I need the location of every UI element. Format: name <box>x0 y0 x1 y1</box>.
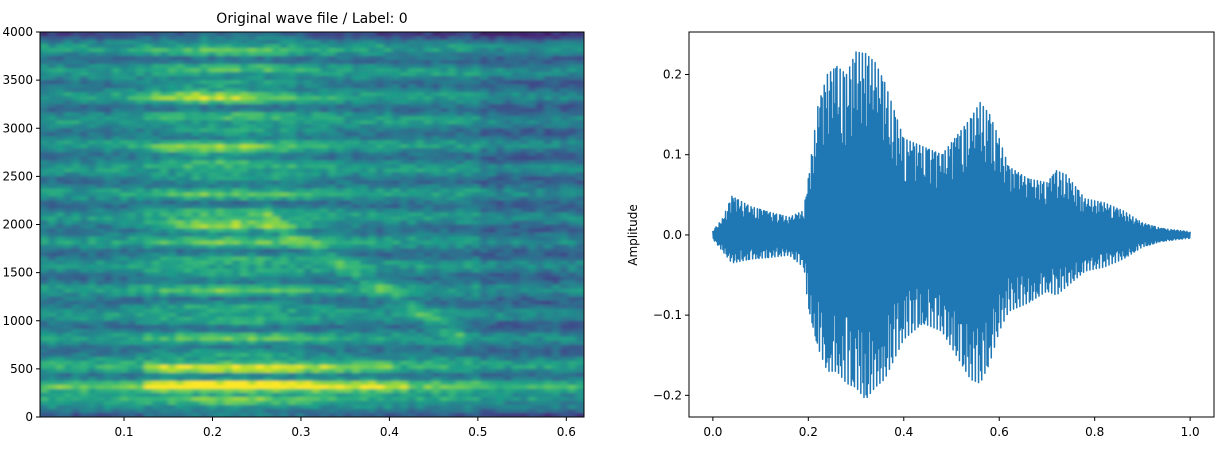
x-tick-label: 0.2 <box>799 425 818 439</box>
waveform-frame <box>688 31 1215 418</box>
y-tick-label: 0.2 <box>663 68 682 82</box>
x-tick-label: 0.4 <box>380 425 399 439</box>
spectrogram-axes: Original wave file / Label: 0 0 500 1000 15… <box>2 11 585 439</box>
y-tick-label: 3500 <box>2 73 33 87</box>
spectrogram-x-axis: 0.1 0.2 0.3 0.4 0.5 0.6 <box>114 417 576 439</box>
y-tick-label: 0.1 <box>663 148 682 162</box>
x-tick-label: 0.8 <box>1085 425 1104 439</box>
waveform-line <box>712 51 1191 399</box>
y-tick-label: 4000 <box>2 25 33 39</box>
spectrogram-y-axis: 0 500 1000 1500 2000 2500 3000 3500 4000 <box>2 25 40 424</box>
y-tick-label: 1500 <box>2 266 33 280</box>
waveform-x-axis: 0.0 0.2 0.4 0.6 0.8 1.0 <box>703 417 1200 439</box>
y-tick-label: 1000 <box>2 314 33 328</box>
y-tick-label: −0.2 <box>653 388 682 402</box>
waveform-y-label: Amplitude <box>626 204 640 266</box>
x-tick-label: 0.3 <box>291 425 310 439</box>
x-tick-label: 0.6 <box>990 425 1009 439</box>
x-tick-label: 0.0 <box>703 425 722 439</box>
y-tick-label: 2500 <box>2 169 33 183</box>
y-tick-label: 2000 <box>2 218 33 232</box>
waveform-axes: −0.2 −0.1 0.0 0.1 0.2 0.0 0.2 0.4 0.6 0.8 1.0 Amp… <box>626 31 1215 439</box>
y-tick-label: 500 <box>10 362 33 376</box>
x-tick-label: 1.0 <box>1181 425 1200 439</box>
y-tick-label: 0 <box>25 410 33 424</box>
spectrogram-title: Original wave file / Label: 0 <box>216 11 407 27</box>
y-tick-label: 0.0 <box>663 228 682 242</box>
x-tick-label: 0.6 <box>557 425 576 439</box>
x-tick-label: 0.4 <box>894 425 913 439</box>
y-tick-label: −0.1 <box>653 308 682 322</box>
x-tick-label: 0.1 <box>114 425 133 439</box>
x-tick-label: 0.2 <box>203 425 222 439</box>
y-tick-label: 3000 <box>2 121 33 135</box>
waveform-y-axis: −0.2 −0.1 0.0 0.1 0.2 <box>653 68 689 402</box>
x-tick-label: 0.5 <box>468 425 487 439</box>
spectrogram-image <box>40 32 584 417</box>
